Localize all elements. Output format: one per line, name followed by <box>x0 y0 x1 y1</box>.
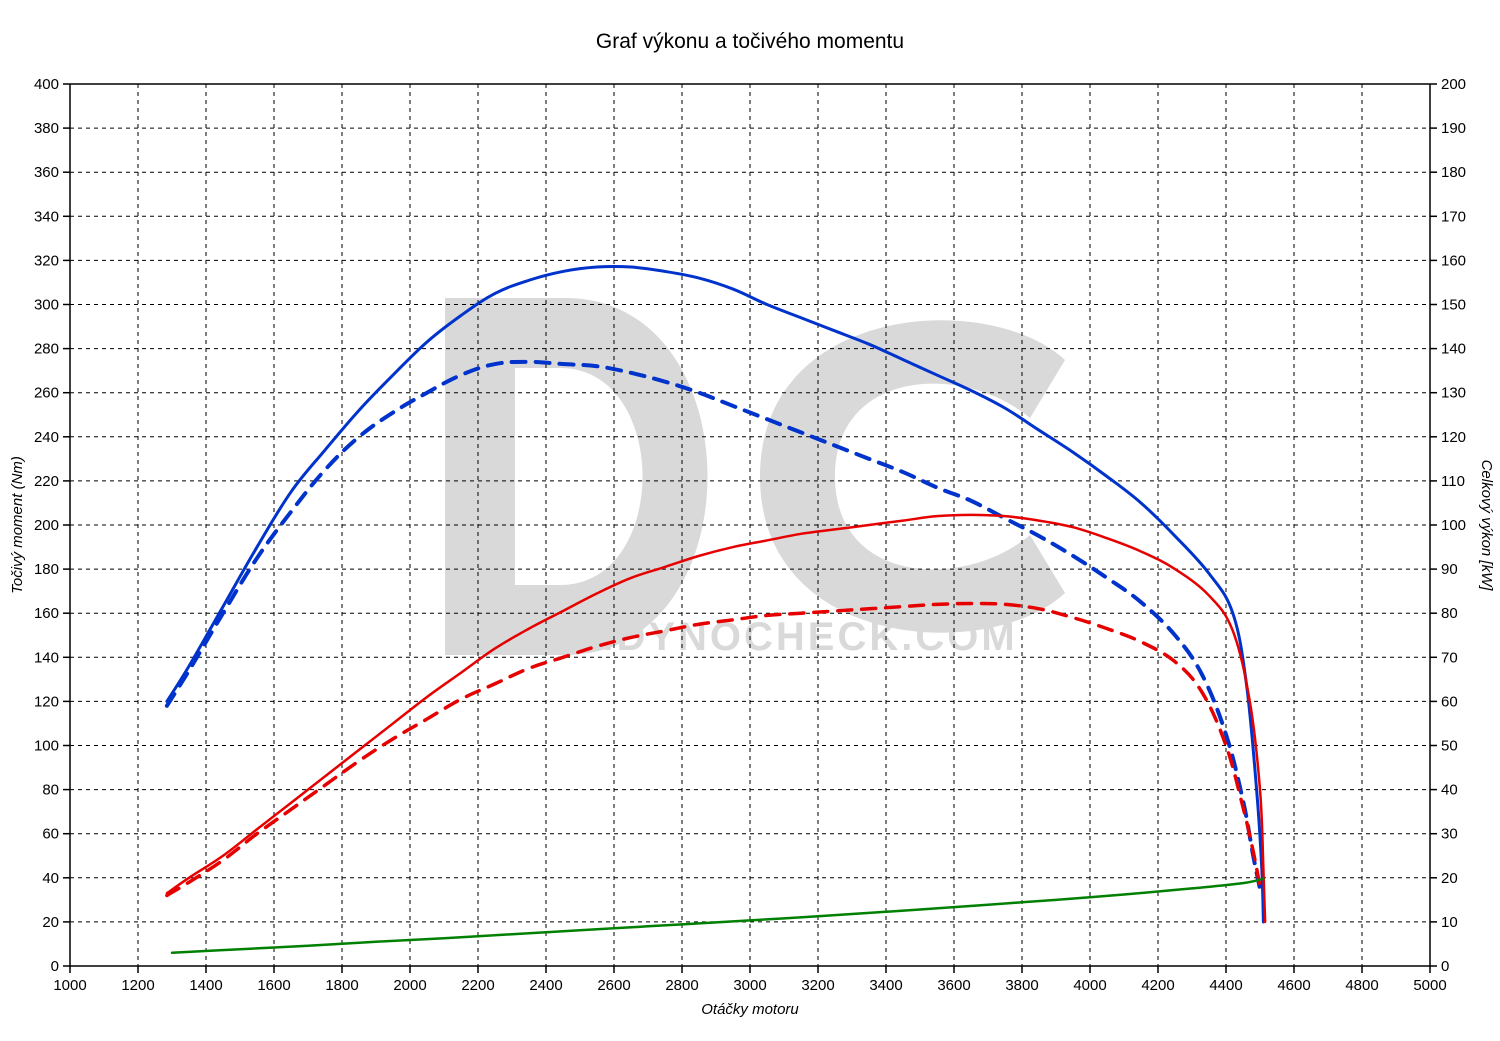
svg-text:2800: 2800 <box>665 977 698 994</box>
svg-text:240: 240 <box>34 429 59 446</box>
svg-text:0: 0 <box>51 958 59 975</box>
svg-text:5000: 5000 <box>1413 977 1446 994</box>
svg-text:280: 280 <box>34 341 59 358</box>
svg-text:40: 40 <box>1441 782 1458 799</box>
svg-text:320: 320 <box>34 252 59 269</box>
svg-text:80: 80 <box>1441 605 1458 622</box>
svg-text:2200: 2200 <box>461 977 494 994</box>
svg-text:180: 180 <box>34 561 59 578</box>
svg-text:2400: 2400 <box>529 977 562 994</box>
svg-text:3600: 3600 <box>937 977 970 994</box>
svg-text:4000: 4000 <box>1073 977 1106 994</box>
chart-svg: WWW.DYNOCHECK.COM10001200140016001800200… <box>0 0 1500 1041</box>
x-axis-label: Otáčky motoru <box>701 1001 799 1018</box>
gridlines <box>70 84 1430 966</box>
svg-text:140: 140 <box>34 649 59 666</box>
svg-text:30: 30 <box>1441 826 1458 843</box>
y-left-axis-label: Točivý moment (Nm) <box>9 456 26 594</box>
svg-text:1800: 1800 <box>325 977 358 994</box>
svg-text:200: 200 <box>1441 76 1466 93</box>
svg-text:1000: 1000 <box>53 977 86 994</box>
svg-text:160: 160 <box>34 605 59 622</box>
svg-text:4600: 4600 <box>1277 977 1310 994</box>
svg-text:120: 120 <box>34 693 59 710</box>
svg-text:220: 220 <box>34 473 59 490</box>
svg-text:130: 130 <box>1441 385 1466 402</box>
svg-text:1600: 1600 <box>257 977 290 994</box>
svg-text:260: 260 <box>34 385 59 402</box>
svg-text:4800: 4800 <box>1345 977 1378 994</box>
svg-text:40: 40 <box>42 870 59 887</box>
svg-text:160: 160 <box>1441 252 1466 269</box>
svg-text:2000: 2000 <box>393 977 426 994</box>
svg-text:120: 120 <box>1441 429 1466 446</box>
svg-text:10: 10 <box>1441 914 1458 931</box>
svg-text:140: 140 <box>1441 341 1466 358</box>
svg-text:360: 360 <box>34 164 59 181</box>
svg-text:200: 200 <box>34 517 59 534</box>
dyno-chart: WWW.DYNOCHECK.COM10001200140016001800200… <box>0 0 1500 1041</box>
svg-text:3000: 3000 <box>733 977 766 994</box>
svg-text:110: 110 <box>1441 473 1465 490</box>
svg-text:0: 0 <box>1441 958 1449 975</box>
svg-text:60: 60 <box>1441 693 1458 710</box>
svg-text:3400: 3400 <box>869 977 902 994</box>
svg-text:3800: 3800 <box>1005 977 1038 994</box>
svg-text:150: 150 <box>1441 297 1466 314</box>
svg-text:100: 100 <box>1441 517 1466 534</box>
svg-text:80: 80 <box>42 782 59 799</box>
svg-text:190: 190 <box>1441 120 1466 137</box>
svg-text:4200: 4200 <box>1141 977 1174 994</box>
svg-text:70: 70 <box>1441 649 1458 666</box>
svg-text:180: 180 <box>1441 164 1466 181</box>
svg-text:90: 90 <box>1441 561 1458 578</box>
svg-text:3200: 3200 <box>801 977 834 994</box>
svg-text:2600: 2600 <box>597 977 630 994</box>
svg-text:20: 20 <box>1441 870 1458 887</box>
svg-text:340: 340 <box>34 208 59 225</box>
svg-text:20: 20 <box>42 914 59 931</box>
svg-text:1200: 1200 <box>121 977 154 994</box>
svg-text:1400: 1400 <box>189 977 222 994</box>
svg-text:300: 300 <box>34 297 59 314</box>
svg-text:4400: 4400 <box>1209 977 1242 994</box>
svg-text:380: 380 <box>34 120 59 137</box>
svg-text:60: 60 <box>42 826 59 843</box>
chart-title: Graf výkonu a točivého momentu <box>596 30 904 53</box>
svg-text:400: 400 <box>34 76 59 93</box>
y-right-axis-label: Celkový výkon [kW] <box>1478 460 1495 592</box>
svg-text:50: 50 <box>1441 738 1458 755</box>
svg-text:170: 170 <box>1441 208 1466 225</box>
svg-text:100: 100 <box>34 738 59 755</box>
